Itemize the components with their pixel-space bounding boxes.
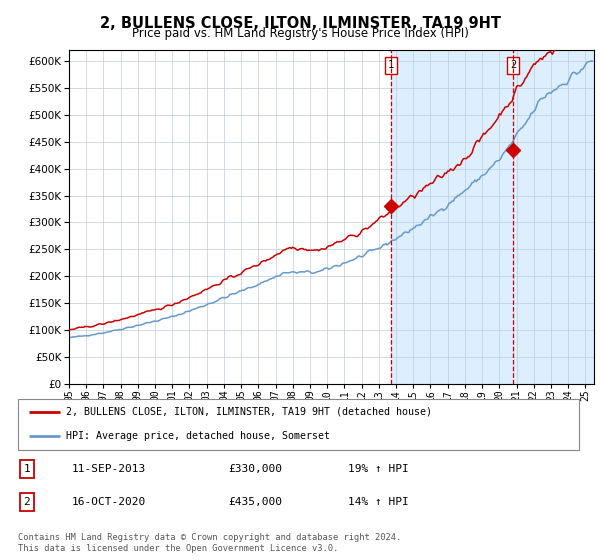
- Text: £435,000: £435,000: [228, 497, 282, 507]
- Bar: [391, 50, 594, 384]
- Text: 14% ↑ HPI: 14% ↑ HPI: [348, 497, 409, 507]
- Text: £330,000: £330,000: [228, 464, 282, 474]
- Text: 16-OCT-2020: 16-OCT-2020: [72, 497, 146, 507]
- Text: Contains HM Land Registry data © Crown copyright and database right 2024.
This d: Contains HM Land Registry data © Crown c…: [18, 533, 401, 553]
- Text: 2: 2: [510, 60, 516, 71]
- Text: 2, BULLENS CLOSE, ILTON, ILMINSTER, TA19 9HT: 2, BULLENS CLOSE, ILTON, ILMINSTER, TA19…: [100, 16, 500, 31]
- Text: 11-SEP-2013: 11-SEP-2013: [72, 464, 146, 474]
- FancyBboxPatch shape: [18, 399, 579, 450]
- Text: 2: 2: [23, 497, 31, 507]
- Text: 1: 1: [23, 464, 31, 474]
- Text: 1: 1: [388, 60, 394, 71]
- Text: HPI: Average price, detached house, Somerset: HPI: Average price, detached house, Some…: [66, 431, 330, 441]
- Text: Price paid vs. HM Land Registry's House Price Index (HPI): Price paid vs. HM Land Registry's House …: [131, 27, 469, 40]
- Text: 2, BULLENS CLOSE, ILTON, ILMINSTER, TA19 9HT (detached house): 2, BULLENS CLOSE, ILTON, ILMINSTER, TA19…: [66, 407, 432, 417]
- Text: 19% ↑ HPI: 19% ↑ HPI: [348, 464, 409, 474]
